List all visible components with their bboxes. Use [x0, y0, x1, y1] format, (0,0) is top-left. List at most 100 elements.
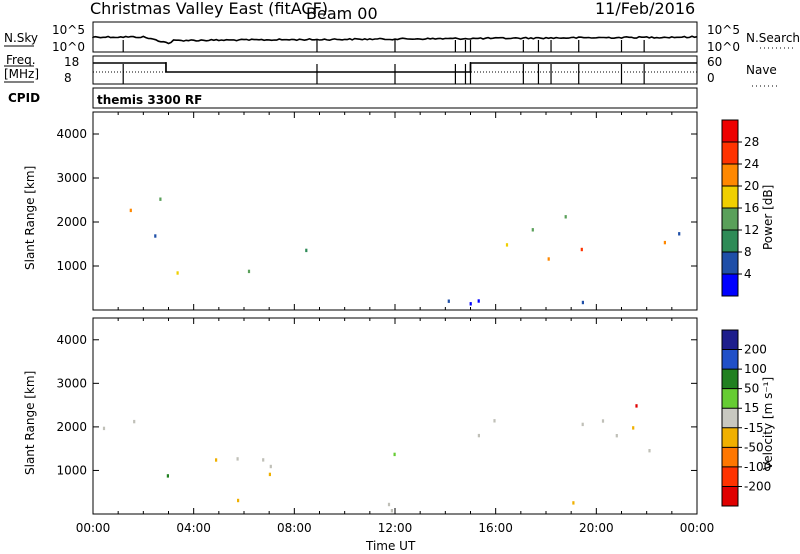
freq-label: Freq.	[6, 53, 36, 67]
heatmap-cell	[632, 426, 635, 430]
velocity-colorbar-label: Velocity [m s⁻¹]	[761, 377, 775, 470]
heatmap-cell	[387, 502, 391, 507]
y-tick-label: 4000	[56, 333, 87, 347]
nsky-panel: N.Sky 10^5 10^0 10^5 10^0 N.Search	[4, 21, 800, 54]
heatmap-cell	[159, 197, 162, 201]
cpid-panel: CPID themis 3300 RF	[8, 87, 698, 109]
nave-label: Nave	[746, 63, 777, 77]
colorbar-tick-label: 24	[744, 157, 759, 171]
power-colorbar-label: Power [dB]	[761, 185, 775, 250]
y-tick-label: 1000	[56, 463, 87, 477]
colorbar-segment	[722, 230, 738, 253]
colorbar-tick-label: -200	[744, 479, 771, 493]
colorbar-tick-label: 16	[744, 201, 759, 215]
x-axis-label: Time UT	[365, 539, 416, 553]
heatmap-cell	[572, 501, 575, 505]
y-tick-label: 3000	[56, 376, 87, 390]
x-tick-label: 00:00	[76, 521, 111, 535]
heatmap-cell	[580, 247, 583, 252]
heatmap-cell	[262, 458, 265, 462]
colorbar-tick-label: -50	[744, 440, 764, 454]
freq-unit-label: [MHz]	[4, 67, 39, 81]
heatmap-cell	[268, 472, 271, 477]
x-tick-label: 00:00	[680, 521, 715, 535]
velocity-panel: 1000 2000 3000 4000 00:00 04:00 08:00 12:00 16:0…	[23, 317, 775, 553]
power-ylabel: Slant Range [km]	[23, 166, 37, 270]
freq-panel: Freq. [MHz] 18 8 60 0 Nave	[4, 53, 780, 87]
heatmap-cell	[547, 257, 550, 261]
colorbar-tick-label: 8	[744, 245, 752, 259]
colorbar-tick-label: -15	[744, 421, 764, 435]
colorbar-segment	[722, 120, 738, 143]
nsky-tick-bottom: 10^0	[52, 40, 85, 54]
colorbar-segment	[722, 142, 738, 165]
heatmap-cell	[166, 474, 169, 478]
colorbar-tick-label: 200	[744, 343, 767, 357]
heatmap-cell	[237, 498, 240, 503]
nave-tick-bottom: 0	[707, 71, 715, 85]
y-tick-label: 2000	[56, 420, 87, 434]
beam-label: Beam 00	[306, 4, 378, 23]
cpid-label: CPID	[8, 91, 40, 105]
heatmap-cell	[678, 232, 681, 236]
heatmap-cell	[390, 509, 393, 513]
heatmap-cell	[305, 248, 308, 253]
nsky-tick-top: 10^5	[52, 23, 85, 37]
heatmap-cell	[648, 449, 651, 453]
heatmap-cell	[176, 271, 179, 275]
y-tick-label: 2000	[56, 215, 87, 229]
colorbar-tick-label: 100	[744, 362, 767, 376]
heatmap-cell	[615, 434, 618, 438]
colorbar-segment	[722, 330, 738, 351]
heatmap-cell	[154, 234, 157, 238]
colorbar-tick-label: -100	[744, 460, 771, 474]
x-tick-label: 08:00	[277, 521, 312, 535]
cpid-text: themis 3300 RF	[97, 93, 202, 107]
colorbar-segment	[722, 164, 738, 187]
nave-tick-top: 60	[707, 55, 722, 69]
x-tick-label: 20:00	[579, 521, 614, 535]
heatmap-cell	[447, 299, 450, 303]
freq-tick-bottom: 8	[64, 71, 72, 85]
colorbar-segment	[722, 447, 738, 468]
colorbar-segment	[722, 208, 738, 231]
heatmap-cell	[581, 422, 584, 427]
colorbar-tick-label: 15	[744, 401, 759, 415]
heatmap-cell	[129, 208, 132, 213]
heatmap-cell	[493, 419, 496, 423]
heatmap-cell	[247, 269, 251, 274]
velocity-ylabel: Slant Range [km]	[23, 371, 37, 475]
nsky-trace	[92, 35, 698, 45]
y-tick-label: 4000	[56, 127, 87, 141]
heatmap-cell	[269, 464, 272, 469]
colorbar-segment	[722, 408, 738, 429]
heatmap-cell	[102, 426, 106, 431]
heatmap-cell	[133, 419, 136, 424]
x-tick-label: 12:00	[378, 521, 413, 535]
heatmap-cell	[531, 228, 534, 232]
y-tick-label: 1000	[56, 259, 87, 273]
heatmap-cell	[215, 458, 218, 462]
heatmap-cell	[477, 433, 480, 438]
colorbar-tick-label: 12	[744, 223, 759, 237]
colorbar-segment	[722, 252, 738, 275]
colorbar-tick-label: 4	[744, 267, 752, 281]
colorbar-segment	[722, 274, 738, 297]
nsearch-tick-bottom: 10^0	[707, 40, 740, 54]
heatmap-cell	[581, 300, 584, 305]
heatmap-cell	[564, 215, 567, 219]
plot-title: Christmas Valley East (fitACF)	[90, 0, 328, 18]
colorbar-segment	[722, 427, 738, 448]
colorbar-tick-label: 20	[744, 179, 759, 193]
heatmap-cell	[505, 243, 509, 247]
colorbar-frame	[721, 329, 739, 507]
colorbar-segment	[722, 349, 738, 370]
nsearch-label: N.Search	[746, 31, 800, 45]
colorbar-segment	[722, 186, 738, 209]
x-tick-label: 04:00	[176, 521, 211, 535]
colorbar-tick-label: 50	[744, 382, 759, 396]
heatmap-cell	[469, 302, 472, 306]
colorbar-segment	[722, 466, 738, 487]
nsearch-tick-top: 10^5	[707, 23, 740, 37]
